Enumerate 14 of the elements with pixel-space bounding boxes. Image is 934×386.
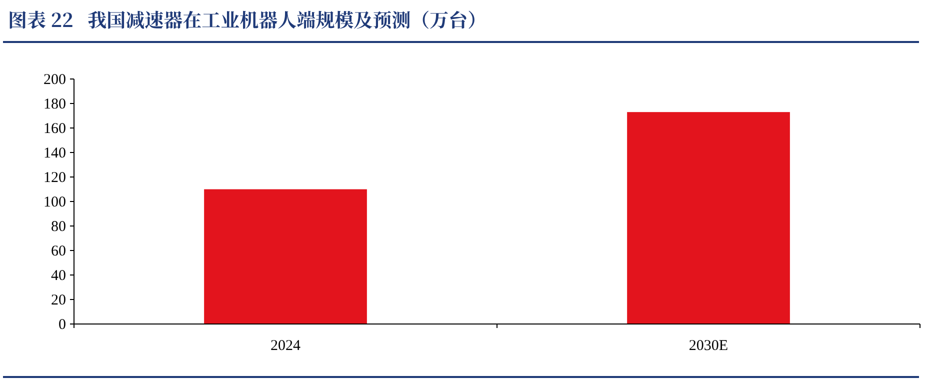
ytick: 140: [44, 146, 66, 162]
ytick: 160: [44, 121, 66, 137]
xtick: 2030E: [688, 338, 728, 354]
ytick: 60: [51, 244, 66, 260]
ytick: 40: [51, 268, 66, 284]
ytick: 180: [44, 96, 66, 112]
xtick: 2024: [270, 338, 300, 354]
ytick: 0: [58, 317, 66, 333]
ytick: 20: [51, 292, 66, 308]
ytick: 200: [44, 72, 66, 88]
ytick: 120: [44, 170, 66, 186]
ytick: 100: [44, 194, 66, 210]
ytick: 80: [51, 219, 66, 235]
title: 图表 22 我国减速器在工业机器人端规模及预测（万台）: [8, 6, 487, 33]
